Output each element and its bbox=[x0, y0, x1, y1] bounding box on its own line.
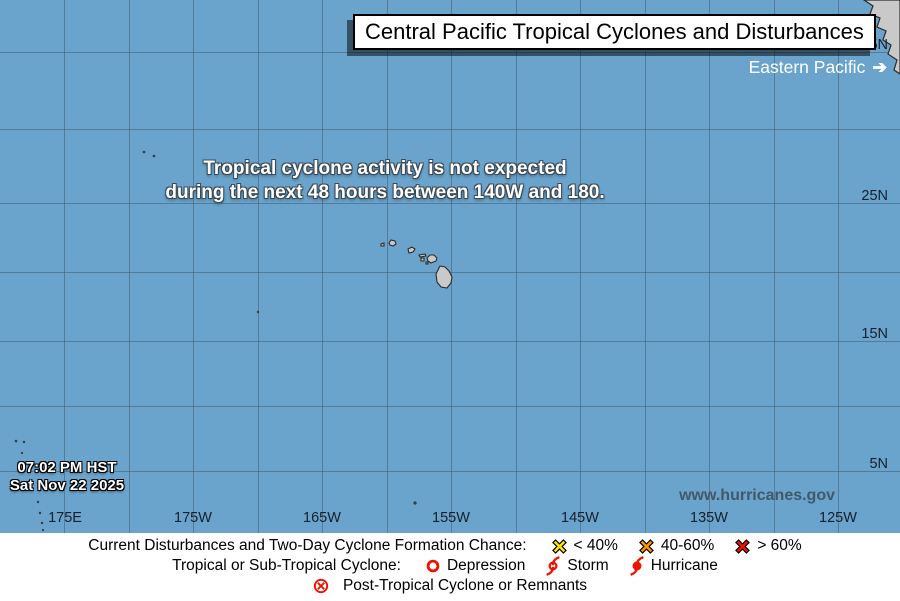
post-tropical-circled-x-icon bbox=[313, 578, 329, 594]
legend-item-storm: Storm bbox=[545, 556, 609, 576]
atoll-specks bbox=[14, 150, 417, 532]
legend-item-hurricane: Hurricane bbox=[629, 556, 718, 576]
legend-item-depression: Depression bbox=[425, 557, 525, 575]
legend-item-label: > 60% bbox=[757, 537, 802, 554]
legend-item-gt60: > 60% bbox=[734, 537, 802, 555]
lon-label-135w: 135W bbox=[690, 510, 728, 526]
yellow-x-icon bbox=[551, 538, 567, 554]
eastern-pacific-label: Eastern Pacific bbox=[748, 57, 866, 77]
eastern-pacific-link[interactable]: Eastern Pacific ➔ bbox=[749, 57, 887, 78]
lon-label-175e: 175E bbox=[48, 510, 82, 526]
gridline bbox=[193, 0, 194, 533]
hurricanes-gov-watermark: www.hurricanes.gov bbox=[679, 487, 835, 504]
outlook-message-line2: during the next 48 hours between 140W an… bbox=[165, 182, 605, 203]
lon-label-155w: 155W bbox=[432, 510, 470, 526]
gridline bbox=[645, 0, 646, 533]
gridline bbox=[0, 406, 900, 407]
legend-item-label: Hurricane bbox=[650, 557, 718, 574]
legend-item-post-tropical: Post-Tropical Cyclone or Remnants bbox=[313, 577, 587, 595]
red-x-icon bbox=[735, 538, 751, 554]
legend-row1-caption: Current Disturbances and Two-Day Cyclone… bbox=[88, 537, 527, 554]
depression-circle-icon bbox=[426, 559, 440, 573]
legend-item-label: Depression bbox=[446, 557, 526, 574]
gridline bbox=[774, 0, 775, 533]
lon-label-145w: 145W bbox=[561, 510, 599, 526]
gridline bbox=[838, 0, 839, 533]
legend-item-40-60: 40-60% bbox=[638, 537, 714, 555]
map-legend: Current Disturbances and Two-Day Cyclone… bbox=[0, 533, 900, 601]
gridline bbox=[0, 52, 900, 53]
landmass-layer bbox=[14, 0, 900, 532]
legend-row-post-tropical: Post-Tropical Cyclone or Remnants bbox=[0, 576, 900, 596]
lon-label-165w: 165W bbox=[303, 510, 341, 526]
gridline bbox=[0, 129, 900, 130]
legend-item-label: 40-60% bbox=[660, 537, 715, 554]
page-title: Central Pacific Tropical Cyclones and Di… bbox=[353, 14, 876, 50]
legend-row-cyclone-types: Tropical or Sub-Tropical Cyclone: Depres… bbox=[0, 556, 900, 576]
hurricane-cyclone-icon bbox=[629, 556, 644, 576]
lat-label-25n: 25N bbox=[861, 188, 888, 204]
issuance-timestamp: 07:02 PM HST Sat Nov 22 2025 bbox=[4, 459, 130, 495]
gridline bbox=[0, 471, 900, 472]
gridline bbox=[516, 0, 517, 533]
pacific-outlook-map[interactable]: 175E 175W 165W 155W 145W 135W 125W 35N 2… bbox=[0, 0, 900, 533]
gridline bbox=[258, 0, 259, 533]
issuance-date: Sat Nov 22 2025 bbox=[9, 477, 125, 494]
legend-item-label: Storm bbox=[567, 557, 609, 574]
outlook-message-line1: Tropical cyclone activity is not expecte… bbox=[203, 158, 567, 179]
lat-label-5n: 5N bbox=[869, 456, 888, 472]
legend-row2-caption: Tropical or Sub-Tropical Cyclone: bbox=[172, 557, 401, 574]
legend-item-label: < 40% bbox=[573, 537, 618, 554]
issuance-time: 07:02 PM HST bbox=[17, 459, 117, 476]
legend-row-formation-chance: Current Disturbances and Two-Day Cyclone… bbox=[0, 536, 900, 556]
gridline bbox=[0, 203, 900, 204]
gridline bbox=[387, 0, 388, 533]
gridline bbox=[580, 0, 581, 533]
legend-item-lt40: < 40% bbox=[551, 537, 618, 555]
right-arrow-icon: ➔ bbox=[872, 57, 887, 77]
gridline bbox=[451, 0, 452, 533]
gridline bbox=[0, 341, 900, 342]
gridline bbox=[64, 0, 65, 533]
lon-label-175w: 175W bbox=[174, 510, 212, 526]
gridline bbox=[709, 0, 710, 533]
orange-x-icon bbox=[639, 538, 654, 554]
gridline bbox=[322, 0, 323, 533]
lon-label-125w: 125W bbox=[819, 510, 857, 526]
hawaiian-islands bbox=[380, 239, 453, 289]
gridline bbox=[129, 0, 130, 533]
outlook-message: Tropical cyclone activity is not expecte… bbox=[55, 157, 715, 205]
lat-label-15n: 15N bbox=[861, 326, 888, 342]
storm-cyclone-icon bbox=[546, 556, 561, 576]
legend-item-label: Post-Tropical Cyclone or Remnants bbox=[342, 577, 588, 594]
